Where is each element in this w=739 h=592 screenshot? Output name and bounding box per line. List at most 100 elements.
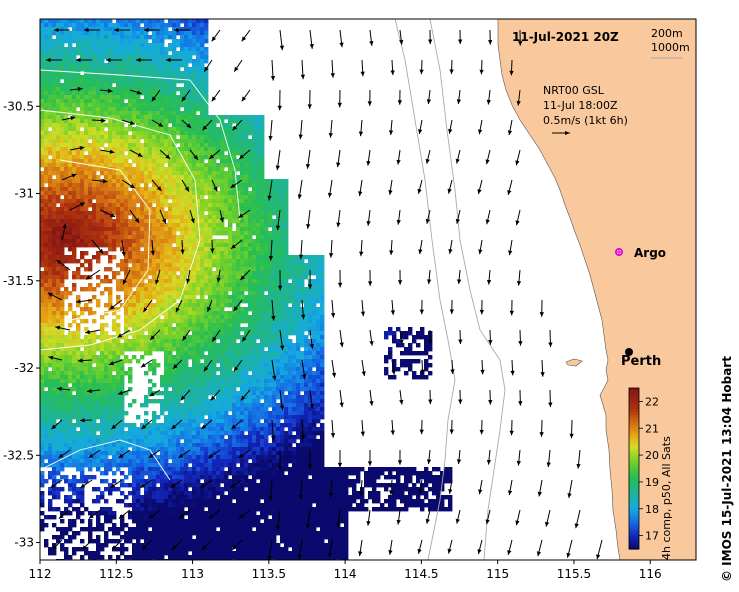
current-arrow xyxy=(448,239,453,254)
current-arrow xyxy=(298,239,304,260)
current-arrow xyxy=(358,539,363,557)
current-arrow xyxy=(337,269,343,288)
current-arrow xyxy=(327,179,333,198)
current-arrow xyxy=(449,299,455,315)
current-arrow xyxy=(447,539,453,554)
current-arrow xyxy=(189,149,199,161)
colorbar-cell xyxy=(629,495,639,499)
current-arrow xyxy=(267,179,273,201)
current-arrow xyxy=(51,539,63,551)
colorbar-cell xyxy=(629,503,639,507)
current-arrow xyxy=(366,209,371,226)
current-arrow xyxy=(182,329,191,341)
x-tick-label: 113.5 xyxy=(252,567,286,581)
current-arrow xyxy=(180,389,191,401)
colorbar-cell xyxy=(629,546,639,550)
current-arrow xyxy=(486,269,492,285)
current-arrow xyxy=(358,479,364,497)
current-arrow xyxy=(208,509,221,519)
depth-contours xyxy=(40,19,506,560)
x-tick-label: 114 xyxy=(334,567,357,581)
current-arrow xyxy=(507,119,513,136)
current-arrow xyxy=(479,59,484,75)
current-arrow xyxy=(455,209,461,224)
current-arrow xyxy=(330,299,336,318)
current-arrow xyxy=(203,359,213,372)
current-arrow xyxy=(426,269,432,285)
y-tick-label: -33 xyxy=(14,536,34,550)
current-arrow xyxy=(178,509,191,519)
current-arrow xyxy=(87,388,101,394)
current-arrow xyxy=(388,179,393,195)
colorbar-cell xyxy=(629,438,639,443)
colorbar-cell xyxy=(629,532,639,537)
current-arrow xyxy=(108,359,123,366)
current-arrow xyxy=(569,419,574,439)
colorbar-cell xyxy=(629,473,639,478)
current-arrow xyxy=(201,419,213,430)
current-product: NRT00 GSL xyxy=(543,84,605,97)
current-arrow xyxy=(399,329,404,345)
colorbar-cell xyxy=(629,393,639,397)
colorbar-cell xyxy=(629,409,639,413)
current-arrow xyxy=(488,329,493,345)
current-arrow xyxy=(61,115,76,121)
current-arrow xyxy=(300,419,306,440)
current-arrow xyxy=(486,89,491,105)
current-arrow xyxy=(149,329,161,341)
current-arrow xyxy=(507,539,513,556)
current-arrow xyxy=(485,509,491,525)
current-arrow xyxy=(366,509,371,526)
current-arrow xyxy=(367,449,373,466)
colorbar-cell xyxy=(629,428,639,432)
current-arrow xyxy=(275,209,281,231)
current-arrow xyxy=(518,329,523,346)
current-arrow xyxy=(536,539,543,557)
current-arrow xyxy=(389,479,394,495)
colorbar-cell xyxy=(629,452,639,456)
current-arrow xyxy=(391,359,396,375)
current-arrow xyxy=(390,59,395,76)
current-arrow xyxy=(48,355,63,361)
current-arrow xyxy=(118,509,131,519)
current-arrow xyxy=(369,329,374,346)
current-arrow xyxy=(268,479,273,501)
current-arrow xyxy=(397,269,403,285)
current-arrow xyxy=(539,419,544,437)
current-arrow xyxy=(397,449,403,465)
colorbar-cell xyxy=(629,489,639,494)
current-arrow xyxy=(241,29,251,42)
current-arrow xyxy=(339,329,344,348)
colorbar-cell xyxy=(629,516,639,521)
current-arrow xyxy=(360,59,365,77)
current-arrow xyxy=(509,299,514,316)
current-arrow xyxy=(91,239,104,254)
current-arrow xyxy=(307,449,313,469)
current-arrow xyxy=(450,359,455,375)
current-arrow xyxy=(448,119,453,134)
colorbar-tick-label: 19 xyxy=(645,476,659,489)
current-arrow xyxy=(539,299,544,317)
colorbar-cell xyxy=(629,444,639,448)
current-arrow xyxy=(85,329,101,335)
current-arrow xyxy=(201,539,213,551)
current-arrow xyxy=(477,179,483,195)
current-arrow xyxy=(298,479,304,500)
current-arrow xyxy=(110,479,123,489)
map-date-title: 11-Jul-2021 20Z xyxy=(512,30,619,44)
depth-contour xyxy=(59,159,151,321)
current-arrow xyxy=(47,292,63,301)
current-arrow xyxy=(189,209,195,224)
colorbar-cell xyxy=(629,398,639,403)
current-arrow xyxy=(336,509,341,528)
current-arrow xyxy=(540,359,545,377)
colorbar-cell xyxy=(629,498,639,502)
current-arrow xyxy=(447,179,453,194)
axis-ticks: 112 112.5 113 113.5 114 114.5 115 115.5 116 -30.5… xyxy=(3,99,662,581)
current-arrow xyxy=(515,149,521,166)
current-arrows xyxy=(46,27,603,560)
colorbar-cell xyxy=(629,414,639,419)
current-arrow xyxy=(99,149,115,154)
current-arrow xyxy=(210,389,221,401)
